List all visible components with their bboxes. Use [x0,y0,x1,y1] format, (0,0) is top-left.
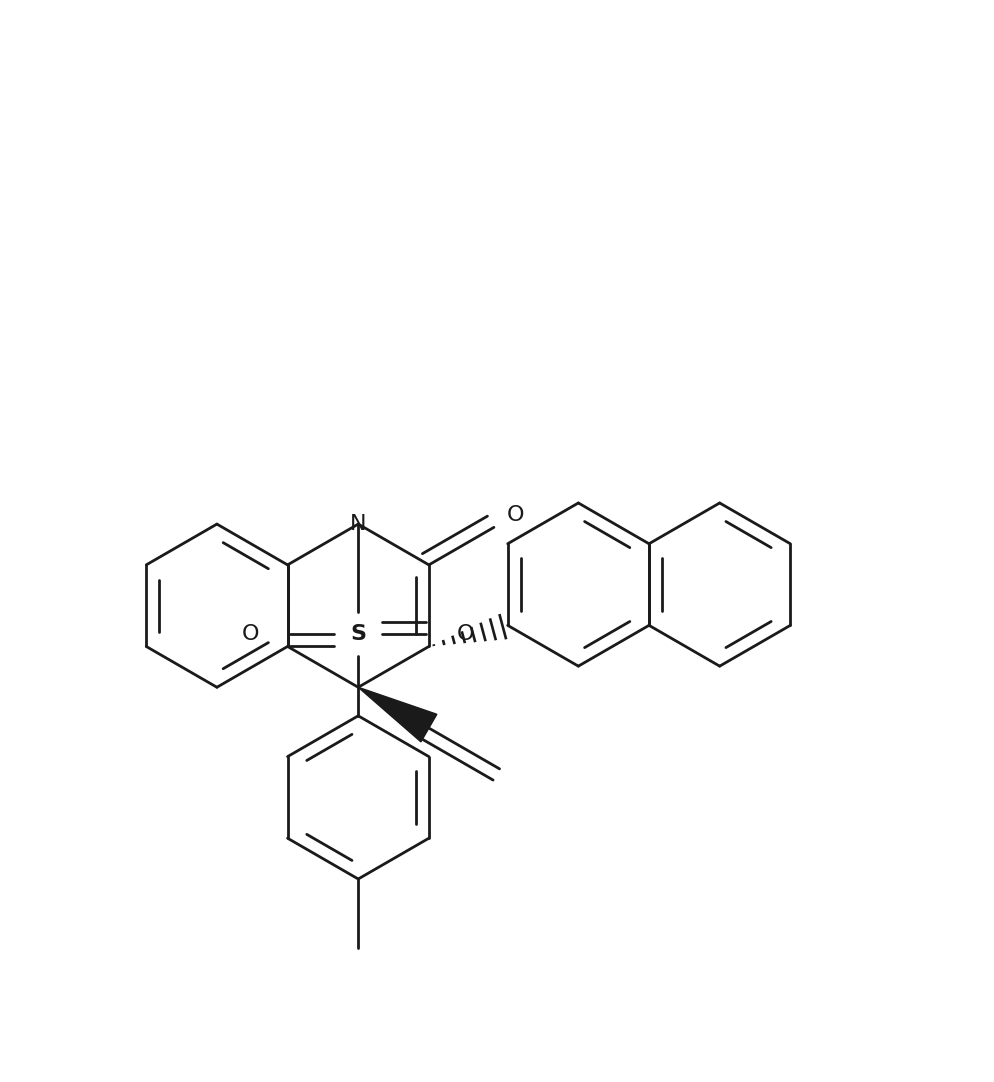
Text: O: O [506,505,524,525]
Polygon shape [358,687,436,742]
Text: O: O [242,624,259,644]
Text: N: N [350,514,366,535]
Text: S: S [350,624,366,644]
Text: O: O [456,624,474,644]
